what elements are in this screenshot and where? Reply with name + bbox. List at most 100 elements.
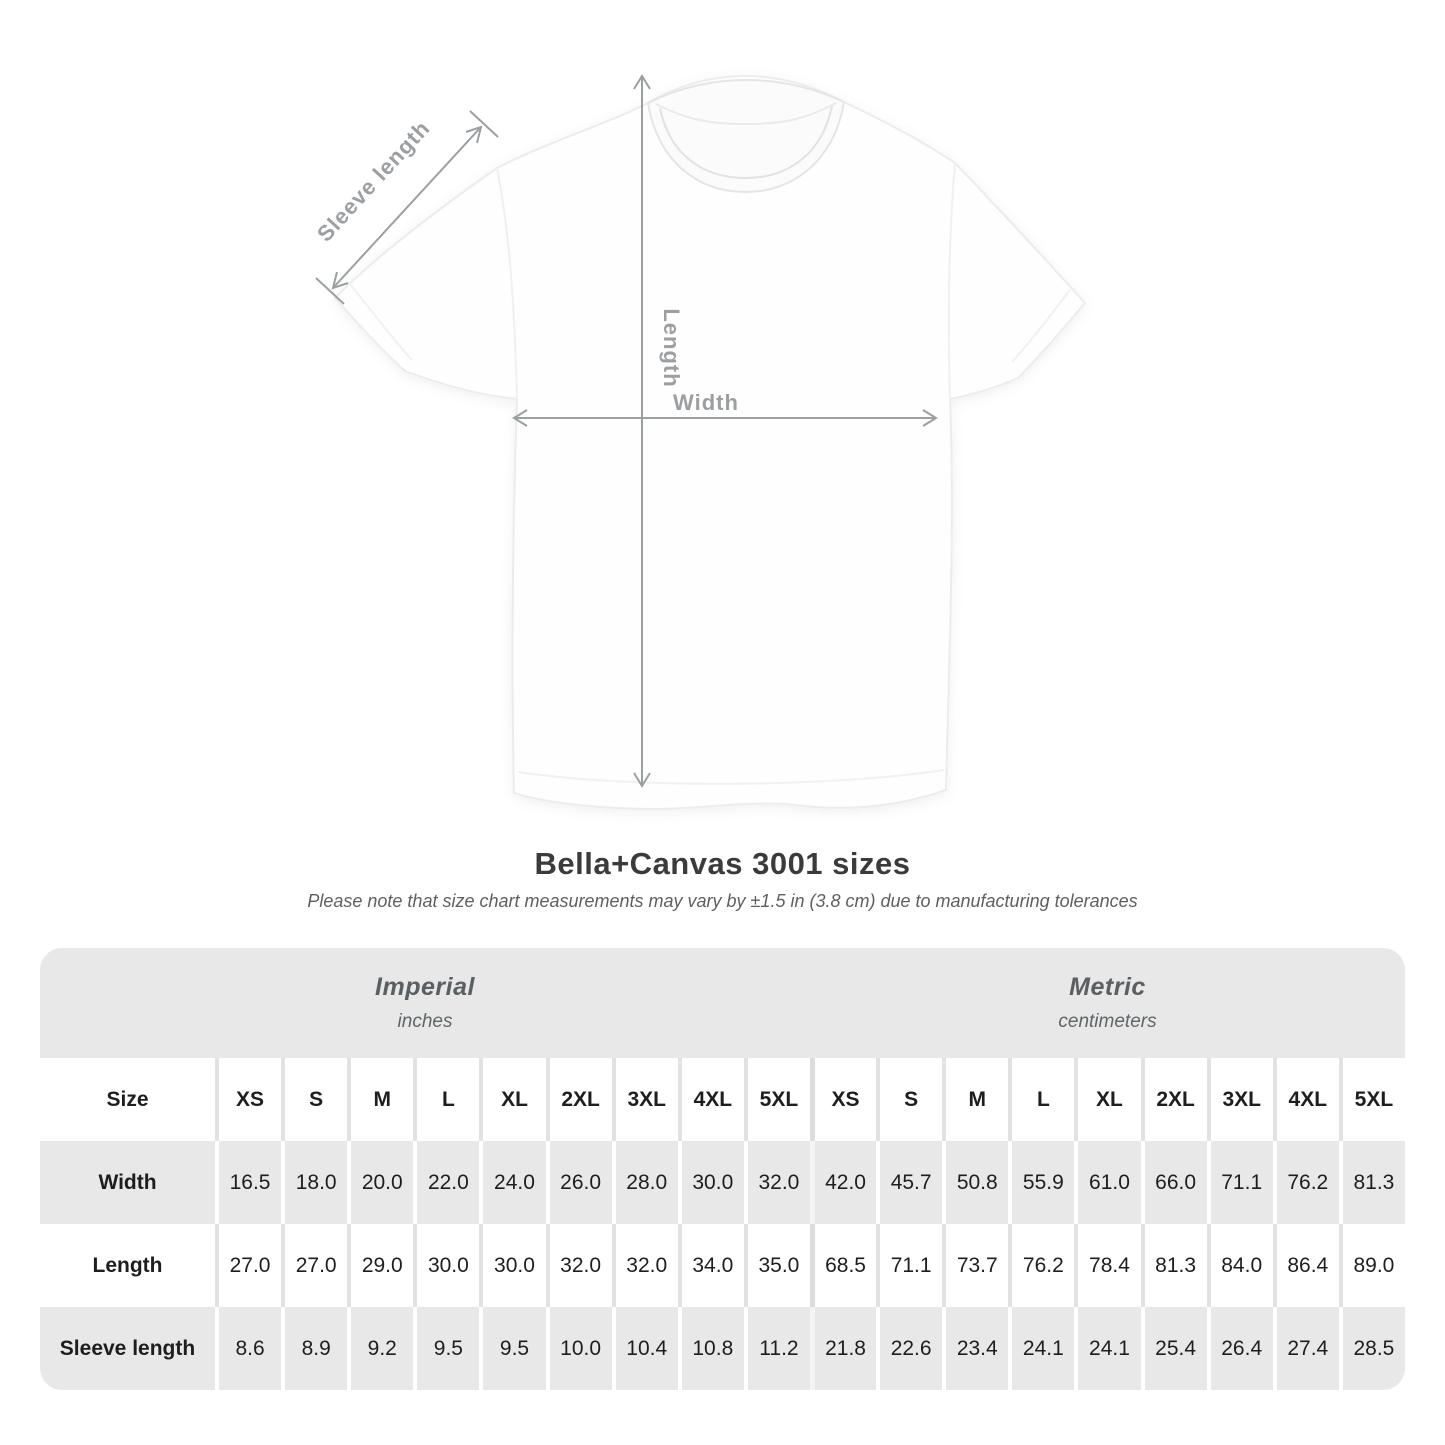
length-value: 35.0 [743,1224,810,1307]
size-col-header: XS [809,1058,877,1141]
collar-ribbing-line [659,105,833,180]
sleeve-value: 11.2 [743,1307,810,1390]
sleeve-value: 23.4 [942,1307,1009,1390]
imperial-unit: inches [397,1011,453,1032]
size-col-header: 2XL [545,1058,612,1141]
right-cuff-stitch-line [1011,289,1071,363]
imperial-title: Imperial [375,973,475,1001]
size-col-header: XL [1074,1058,1141,1141]
width-value: 24.0 [479,1141,546,1224]
page-title: Bella+Canvas 3001 sizes [534,846,911,881]
length-arrow [633,74,651,788]
length-value: 78.4 [1074,1224,1141,1307]
length-value: 73.7 [942,1224,1009,1307]
width-value: 66.0 [1140,1141,1207,1224]
width-row: Width 16.5 18.0 20.0 22.0 24.0 26.0 28.0… [40,1141,1405,1224]
width-value: 26.0 [545,1141,612,1224]
size-header-row: Size XS S M L XL 2XL 3XL 4XL 5XL XS S M … [40,1058,1405,1141]
size-col-header: XL [479,1058,546,1141]
size-col-header: 4XL [1272,1058,1339,1141]
back-collar-line [655,102,837,126]
width-value: 81.3 [1338,1141,1405,1224]
width-value: 16.5 [215,1141,282,1224]
row-label: Width [40,1141,215,1224]
sleeve-value: 8.9 [281,1307,348,1390]
length-value: 32.0 [611,1224,678,1307]
sleeve-arrow-bottom-tick [315,277,345,305]
sleeve-value: 9.2 [347,1307,414,1390]
length-value: 84.0 [1206,1224,1273,1307]
length-value: 76.2 [1008,1224,1075,1307]
length-label: Length [659,308,684,387]
row-label: Sleeve length [40,1307,215,1390]
metric-unit: centimeters [1058,1011,1157,1032]
metric-section-header: Metric centimeters [809,948,1405,1058]
size-col-header: 3XL [611,1058,678,1141]
tolerance-note: Please note that size chart measurements… [307,891,1138,911]
imperial-section-header: Imperial inches [40,948,810,1058]
size-table-grid: Imperial inches Metric centimeters Size … [40,948,1405,1390]
unit-header-row: Imperial inches Metric centimeters [40,948,1405,1058]
tshirt-diagram-svg: Width Length Sleeve length [312,74,1087,811]
length-value: 30.0 [413,1224,480,1307]
sleeve-value: 10.4 [611,1307,678,1390]
width-value: 61.0 [1074,1141,1141,1224]
width-arrow [512,409,938,427]
length-value: 32.0 [545,1224,612,1307]
size-col-header: S [876,1058,943,1141]
size-col-header: L [413,1058,480,1141]
sleeve-value: 9.5 [413,1307,480,1390]
length-value: 27.0 [215,1224,282,1307]
width-value: 28.0 [611,1141,678,1224]
row-label: Length [40,1224,215,1307]
width-value: 22.0 [413,1141,480,1224]
length-value: 86.4 [1272,1224,1339,1307]
metric-title: Metric [1069,973,1146,1001]
width-value: 20.0 [347,1141,414,1224]
length-row: Length 27.0 27.0 29.0 30.0 30.0 32.0 32.… [40,1224,1405,1307]
length-value: 30.0 [479,1224,546,1307]
sleeve-value: 25.4 [1140,1307,1207,1390]
width-value: 42.0 [809,1141,877,1224]
left-sleeve-seam [496,167,518,400]
sleeve-value: 26.4 [1206,1307,1273,1390]
sleeve-value: 27.4 [1272,1307,1339,1390]
left-cuff-stitch-line [349,283,413,361]
tshirt-body-shape [333,74,1087,811]
length-value: 89.0 [1338,1224,1405,1307]
width-value: 76.2 [1272,1141,1339,1224]
size-col-header: 2XL [1140,1058,1207,1141]
length-value: 68.5 [809,1224,877,1307]
width-value: 30.0 [677,1141,744,1224]
sleeve-length-row: Sleeve length 8.6 8.9 9.2 9.5 9.5 10.0 1… [40,1307,1405,1390]
tshirt-image [333,74,1087,811]
sleeve-value: 9.5 [479,1307,546,1390]
right-sleeve-seam [947,162,956,400]
sleeve-value: 10.8 [677,1307,744,1390]
width-value: 55.9 [1008,1141,1075,1224]
measurement-arrows [315,74,938,788]
tshirt-measurement-diagram: Width Length Sleeve length [312,74,1087,811]
sleeve-value: 24.1 [1008,1307,1075,1390]
length-value: 27.0 [281,1224,348,1307]
width-value: 45.7 [876,1141,943,1224]
size-col-header: 5XL [1338,1058,1405,1141]
length-value: 34.0 [677,1224,744,1307]
size-header-label: Size [40,1058,215,1141]
sleeve-value: 22.6 [876,1307,943,1390]
sleeve-value: 28.5 [1338,1307,1405,1390]
width-value: 18.0 [281,1141,348,1224]
sleeve-length-arrow [315,110,499,305]
width-value: 50.8 [942,1141,1009,1224]
length-value: 71.1 [876,1224,943,1307]
width-value: 32.0 [743,1141,810,1224]
size-col-header: 3XL [1206,1058,1273,1141]
length-value: 29.0 [347,1224,414,1307]
size-col-header: XS [215,1058,282,1141]
size-col-header: 5XL [743,1058,810,1141]
width-value: 71.1 [1206,1141,1273,1224]
size-col-header: 4XL [677,1058,744,1141]
size-table: Imperial inches Metric centimeters Size … [40,948,1405,1390]
size-col-header: M [347,1058,414,1141]
